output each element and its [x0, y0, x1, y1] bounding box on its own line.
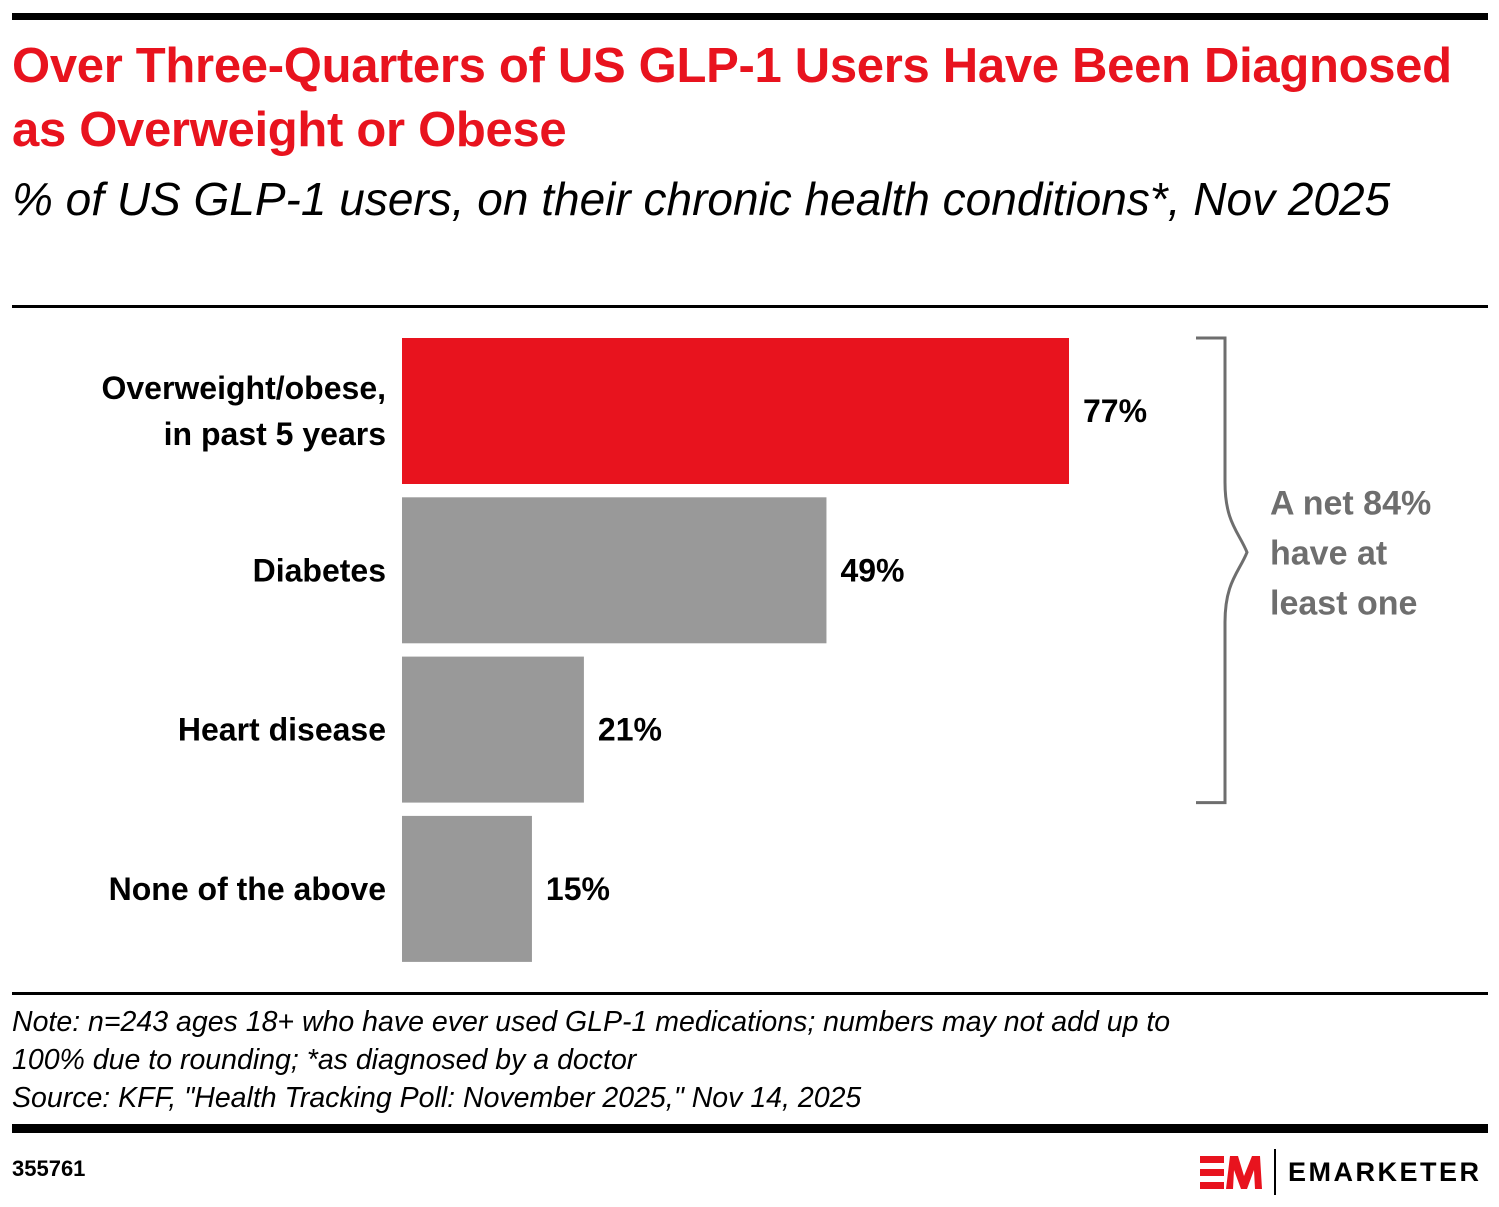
bar — [402, 338, 1069, 484]
footnote: Note: n=243 ages 18+ who have ever used … — [12, 1003, 1482, 1117]
category-label-line: Overweight/obese, — [101, 370, 386, 406]
bracket-icon — [1196, 336, 1249, 805]
category-label-line: Heart disease — [178, 712, 386, 748]
brand-name: EMARKETER — [1288, 1156, 1482, 1187]
bars-layer: Overweight/obese, in past 5 years 77% Diabe… — [101, 338, 1147, 962]
category-label-line: in past 5 years — [164, 416, 386, 452]
category-label-line: Diabetes — [253, 552, 386, 588]
emarketer-logo: EMARKETER — [1200, 1148, 1482, 1196]
note-line: Note: n=243 ages 18+ who have ever used … — [12, 1006, 1171, 1038]
value-label: 49% — [840, 552, 904, 588]
logo-bar-top — [1200, 1156, 1224, 1163]
chart-title: Over Three-Quarters of US GLP-1 Users Ha… — [12, 39, 1452, 157]
bar — [402, 656, 584, 803]
annotation-line: A net 84% — [1270, 484, 1431, 522]
logo-m-shape — [1226, 1156, 1262, 1189]
category-label: None of the above — [109, 871, 386, 907]
category-label: Heart disease — [178, 712, 386, 748]
bar — [402, 815, 532, 962]
category-label-line: None of the above — [109, 871, 386, 907]
header-divider — [12, 305, 1488, 308]
annotation-line: have at — [1270, 534, 1387, 572]
top-rule — [12, 13, 1488, 20]
chart-subtitle: % of US GLP-1 users, on their chronic he… — [12, 173, 1391, 225]
bottom-rule — [12, 1124, 1488, 1133]
value-label: 15% — [546, 871, 610, 907]
category-label: Diabetes — [253, 552, 386, 588]
value-label: 21% — [598, 712, 662, 748]
footer-divider — [12, 992, 1488, 995]
annotation-text: A net 84% have at least one — [1270, 484, 1431, 622]
bar — [402, 497, 827, 644]
annotation-layer: A net 84% have at least one — [1196, 336, 1431, 805]
chart-id: 355761 — [12, 1156, 86, 1181]
source-line: Source: KFF, "Health Tracking Poll: Nove… — [12, 1082, 862, 1114]
annotation-line: least one — [1270, 584, 1417, 622]
note-line: 100% due to rounding; *as diagnosed by a… — [12, 1044, 637, 1076]
logo-bar-mid — [1200, 1169, 1224, 1176]
logo-divider — [1274, 1149, 1276, 1195]
value-label: 77% — [1083, 393, 1147, 429]
bar-chart: Overweight/obese, in past 5 years 77% Diabe… — [101, 336, 1431, 962]
logo-bar-bottom — [1200, 1182, 1224, 1189]
category-label: Overweight/obese, in past 5 years — [101, 370, 386, 452]
em-logo-icon — [1200, 1156, 1262, 1189]
